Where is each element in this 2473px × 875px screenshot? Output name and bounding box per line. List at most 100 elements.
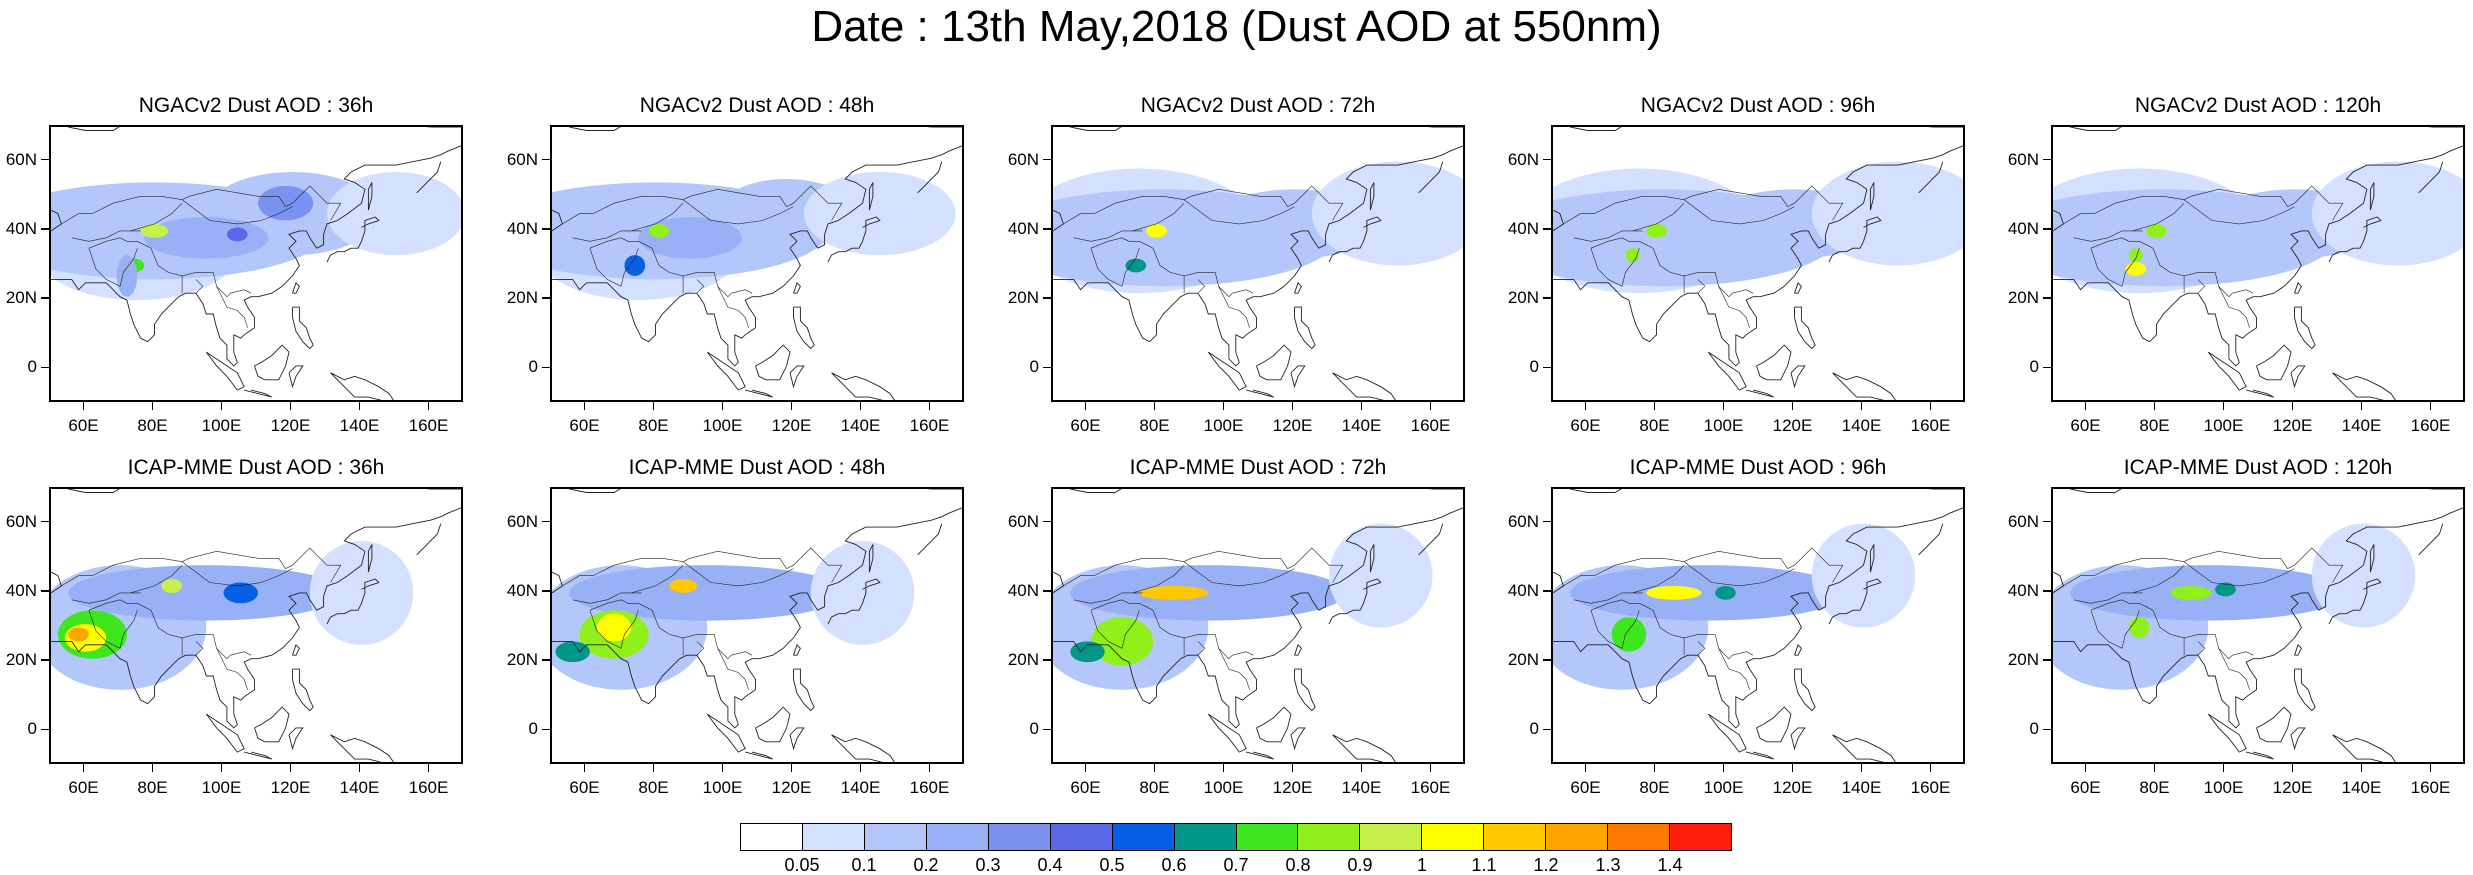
coastline — [1746, 751, 1775, 760]
coastline — [1256, 706, 1292, 743]
coastline — [292, 306, 314, 350]
lon-tick-mark — [721, 764, 724, 772]
lon-tick-mark — [2222, 764, 2225, 772]
map-panel: ICAP-MME Dust AOD : 120h 60N 40N 20N 0 60E 80E… — [2008, 456, 2465, 797]
coastline — [868, 544, 874, 573]
lon-tick-mark — [1584, 402, 1587, 410]
lat-tick-mark — [2043, 728, 2051, 731]
coastline — [1053, 507, 1463, 729]
map-panel: ICAP-MME Dust AOD : 96h 60N 40N 20N 0 60E 80E 1… — [1508, 456, 1965, 797]
lon-tick-mark — [1222, 764, 1225, 772]
lon-tick-mark — [1791, 402, 1794, 410]
lon-tick-mark — [82, 764, 85, 772]
lat-tick-mark — [1043, 590, 1051, 592]
coastline — [1418, 523, 1444, 556]
panel-title: ICAP-MME Dust AOD : 96h — [1629, 456, 1887, 479]
coastline — [569, 489, 962, 493]
dust-aod-region — [2311, 161, 2463, 266]
country-border — [572, 592, 642, 604]
lat-tick-mark — [1543, 297, 1551, 299]
lat-tick-label: 0 — [2029, 719, 2039, 739]
dust-aod-region — [140, 223, 169, 238]
country-border — [572, 230, 642, 242]
lon-tick-label: 140E — [2341, 778, 2382, 797]
country-border — [717, 286, 749, 328]
lon-tick-mark — [1929, 764, 1932, 772]
coastline — [51, 507, 461, 729]
country-border — [682, 199, 794, 225]
dust-aod-region — [1646, 585, 1702, 600]
lat-tick-label: 20N — [1507, 650, 1539, 670]
lat-tick-mark — [2043, 659, 2051, 661]
coastline — [1553, 209, 1564, 232]
lon-tick-mark — [427, 402, 430, 410]
lat-tick-label: 60N — [5, 149, 37, 169]
lon-tick-mark — [1291, 402, 1294, 410]
lon-tick-label: 80E — [1639, 416, 1670, 435]
country-border — [1563, 547, 1844, 587]
lon-tick-label: 100E — [702, 416, 743, 435]
coastline — [1207, 351, 1247, 391]
colorbar-label: 0.7 — [1223, 855, 1249, 875]
coastline — [416, 161, 442, 194]
country-border — [589, 237, 753, 298]
coastline — [1794, 643, 1802, 656]
country-border — [589, 248, 639, 287]
lon-tick-mark — [1722, 764, 1725, 772]
lat-tick-label: 0 — [528, 357, 538, 377]
colorbar-cell — [1174, 824, 1237, 850]
dust-aod-region — [1329, 523, 1433, 628]
lat-tick-mark — [41, 228, 49, 230]
map-panel: NGACv2 Dust AOD : 48h 60N 40N 20N 0 60E 80E 100… — [507, 94, 964, 435]
lat-tick-label: 0 — [1529, 719, 1539, 739]
lon-tick-label: 80E — [137, 778, 168, 797]
country-border — [682, 561, 794, 587]
dust-aod-region — [569, 565, 846, 621]
lat-tick-label: 0 — [1529, 357, 1539, 377]
country-border — [562, 547, 843, 587]
coastline — [793, 306, 815, 350]
lat-tick-label: 40N — [1507, 218, 1539, 238]
colorbar-label: 0.1 — [851, 855, 877, 875]
dust-aod-region — [2128, 248, 2143, 263]
coastline — [244, 751, 273, 760]
lat-tick-mark — [41, 520, 49, 523]
lon-tick-mark — [358, 764, 361, 772]
map-area — [2051, 487, 2465, 764]
dust-aod-region — [2146, 223, 2167, 238]
dust-aod-region — [309, 540, 414, 645]
dust-aod-region — [1646, 223, 1667, 238]
lat-tick-label: 40N — [5, 218, 37, 238]
country-border — [1590, 237, 1754, 298]
coastline — [552, 145, 962, 367]
lat-tick-mark — [1043, 297, 1051, 299]
coastline — [330, 372, 394, 400]
lat-tick-label: 20N — [1507, 288, 1539, 308]
coastline — [1828, 216, 1882, 263]
lat-tick-mark — [542, 520, 550, 523]
coastline — [1869, 182, 1875, 211]
dust-aod-region — [2215, 582, 2236, 597]
country-border — [696, 279, 705, 294]
dust-aod-region — [1146, 223, 1167, 238]
dust-aod-region — [258, 185, 314, 221]
map-area — [1051, 487, 1465, 764]
country-border — [2063, 185, 2344, 225]
colorbar-cell — [1236, 824, 1299, 850]
country-border — [589, 599, 753, 660]
lon-tick-label: 160E — [909, 778, 950, 797]
coastline — [793, 668, 815, 712]
coastline — [1294, 643, 1302, 656]
map-area — [550, 125, 964, 402]
lat-tick-label: 40N — [1507, 580, 1539, 600]
lat-tick-label: 0 — [27, 719, 37, 739]
lon-tick-label: 140E — [339, 778, 380, 797]
coastline — [793, 281, 801, 294]
country-border — [1218, 286, 1250, 328]
country-border — [2090, 248, 2140, 287]
lon-tick-label: 120E — [2272, 416, 2313, 435]
coastline — [831, 372, 895, 400]
map-area — [1551, 125, 1965, 402]
country-border — [1063, 547, 1344, 587]
colorbar-cell — [1422, 824, 1485, 850]
